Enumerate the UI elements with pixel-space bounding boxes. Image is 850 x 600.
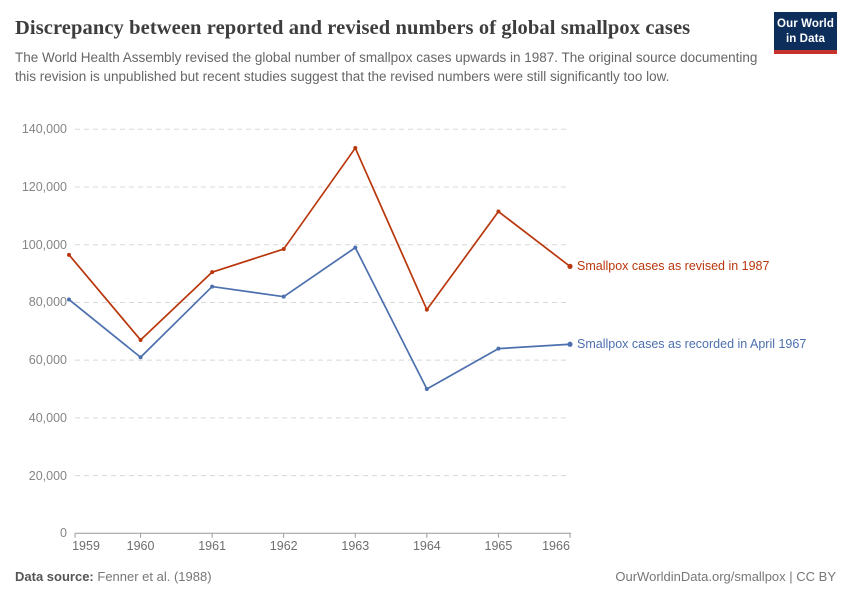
x-axis-tick-label: 1961 (198, 539, 227, 553)
series-label-recorded-april-1967: Smallpox cases as recorded in April 1967 (577, 337, 807, 352)
x-axis-tick-label: 1962 (269, 539, 298, 553)
page-title: Discrepancy between reported and revised… (15, 17, 691, 39)
x-axis-tick-label: 1966 (542, 539, 570, 553)
chart-footer: Data source: Fenner et al. (1988) OurWor… (15, 569, 836, 584)
x-axis-tick-label: 1960 (126, 539, 155, 553)
x-axis-tick-label: 1959 (72, 539, 100, 553)
y-axis-tick-label: 140,000 (21, 122, 67, 137)
series-lines (67, 146, 573, 392)
y-axis-tick-label: 20,000 (28, 468, 67, 483)
x-axis-tick-label: 1964 (412, 539, 441, 553)
y-axis-tick-label: 80,000 (28, 295, 67, 310)
logo-line-2: in Data (785, 32, 826, 45)
y-axis-tick-label: 60,000 (28, 353, 67, 368)
credit-text: OurWorldinData.org/smallpox | CC BY (615, 569, 836, 584)
y-axis-tick-label: 0 (60, 526, 67, 541)
data-source-value: Fenner et al. (1988) (97, 569, 212, 584)
chart-subtitle: The World Health Assembly revised the gl… (15, 49, 758, 84)
chart-header: Discrepancy between reported and revised… (15, 14, 835, 86)
y-axis-tick-label: 100,000 (21, 237, 67, 252)
x-axis (74, 532, 571, 538)
data-source: Data source: Fenner et al. (1988) (15, 569, 212, 584)
logo-line-1: Our World (777, 18, 834, 30)
y-axis-tick-label: 40,000 (28, 410, 67, 425)
data-source-label: Data source: (15, 569, 94, 584)
owid-logo: Our World in Data (774, 12, 837, 54)
y-axis-tick-label: 120,000 (21, 180, 67, 194)
series-label-revised-1987: Smallpox cases as revised in 1987 (577, 259, 770, 274)
x-axis-tick-label: 1963 (341, 539, 370, 553)
x-axis-tick-label: 1965 (484, 539, 513, 553)
gridlines (75, 128, 570, 477)
